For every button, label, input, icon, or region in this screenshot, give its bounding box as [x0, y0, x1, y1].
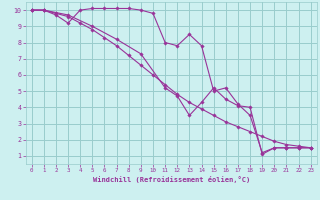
X-axis label: Windchill (Refroidissement éolien,°C): Windchill (Refroidissement éolien,°C)	[92, 176, 250, 183]
